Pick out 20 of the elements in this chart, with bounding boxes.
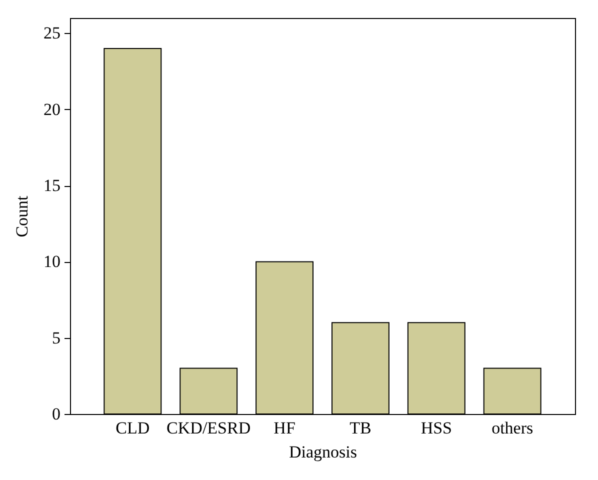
bar [256, 261, 314, 414]
y-tick-label: 25 [44, 24, 60, 43]
y-tick-label: 20 [44, 100, 60, 119]
x-tick-label: others [492, 418, 534, 438]
y-tick-label: 15 [44, 176, 60, 196]
bar [331, 322, 390, 414]
bar [180, 368, 238, 414]
x-axis-title: Diagnosis [289, 442, 357, 462]
bar [104, 48, 162, 414]
y-tick-label: 5 [52, 328, 60, 348]
y-tick-label: 0 [52, 404, 60, 424]
y-tick-label: 10 [44, 252, 60, 272]
bar [407, 322, 466, 414]
x-tick-label: CKD/ESRD [166, 418, 251, 438]
x-tick-label: HSS [420, 418, 452, 438]
bar [483, 368, 542, 414]
x-tick-label: CLD [116, 418, 150, 438]
y-axis-title: Count [12, 195, 32, 238]
x-tick-label: TB [350, 418, 372, 438]
x-tick-label: HF [274, 418, 296, 438]
